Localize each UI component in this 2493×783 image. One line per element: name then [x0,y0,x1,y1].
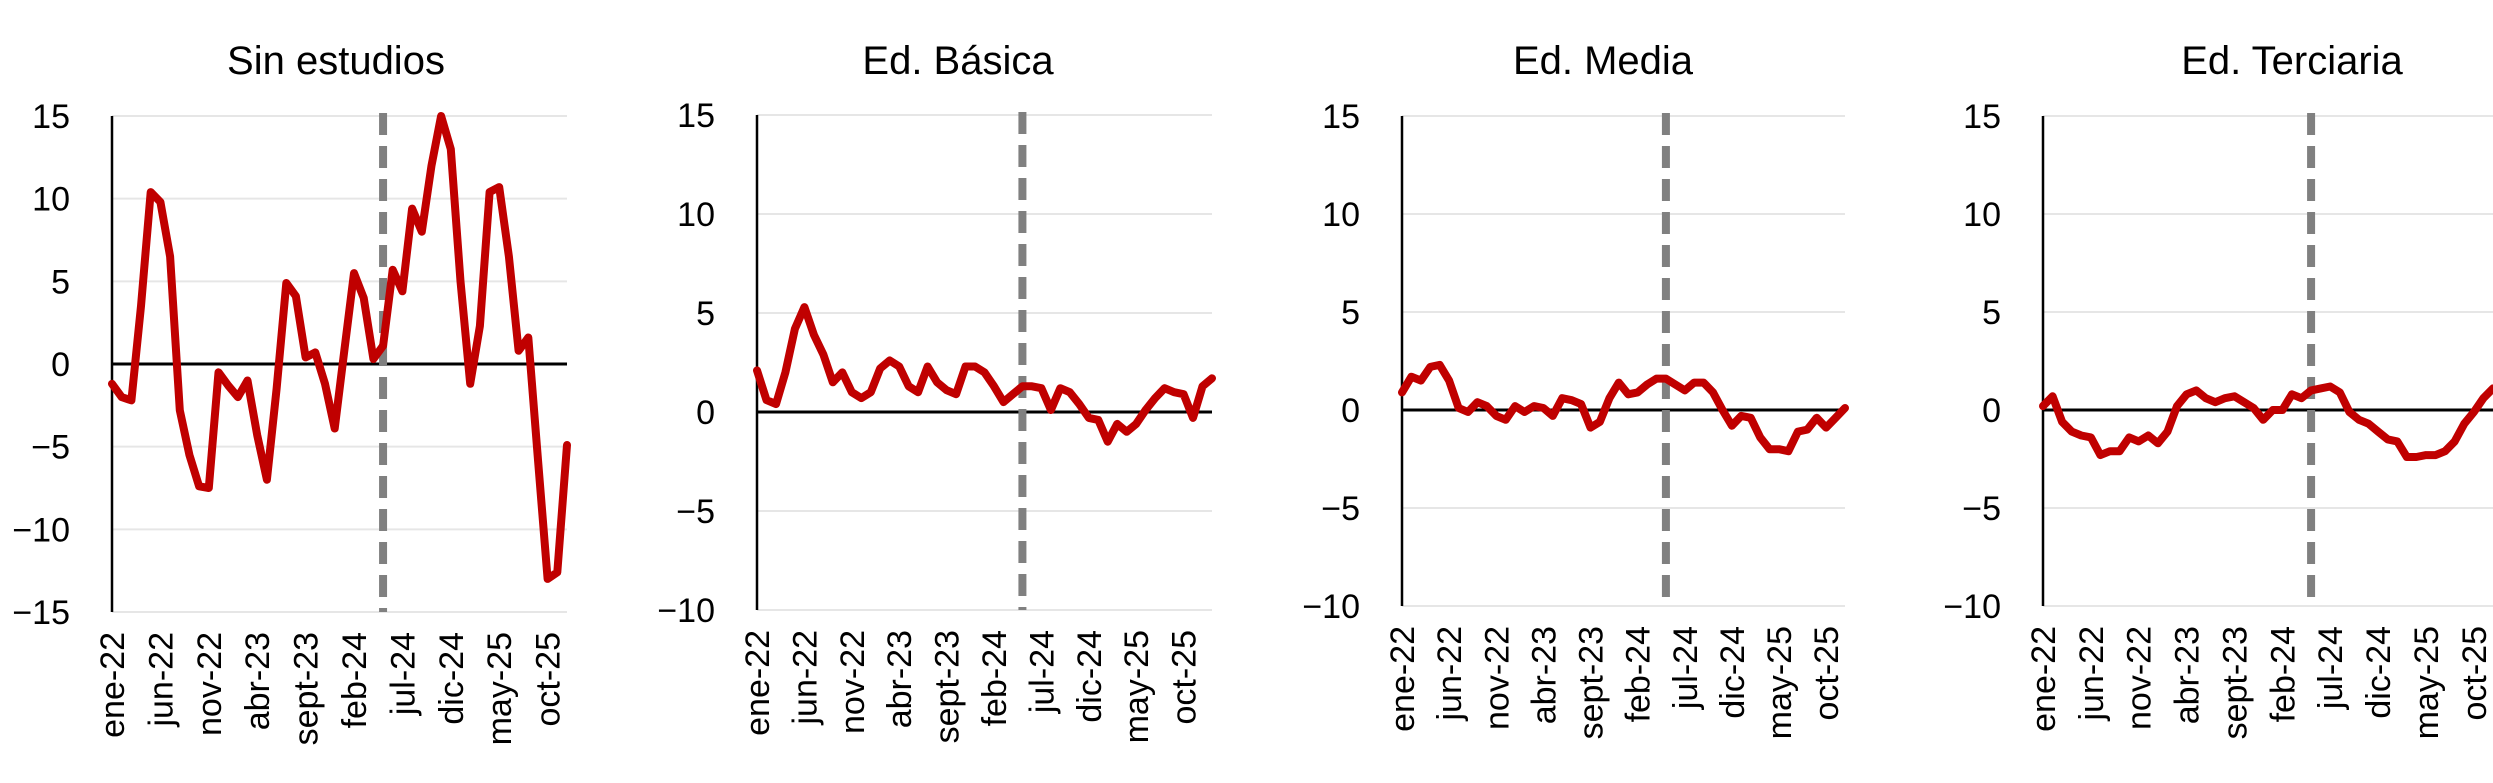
chart-panel-3: Ed. Media 15 10 5 0 −5 −10 ene-22 jun-22 nov-22 ab… [1302,39,1849,739]
y-tick-label: −10 [657,592,715,630]
y-tick-label: −5 [1962,490,2001,528]
y-tick-label: 5 [51,263,70,301]
y-tick-label: 10 [677,196,715,234]
x-tick-label: sept-23 [1573,626,1611,739]
y-tick-label: 0 [1341,392,1360,430]
x-tick-label: oct-25 [1166,630,1204,725]
x-tick-label: dic-24 [1714,626,1752,719]
x-tick-label: dic-24 [2360,626,2398,719]
chart-title: Ed. Básica [862,39,1054,83]
x-tick-label: ene-22 [2025,626,2063,732]
y-tick-label: 15 [1322,98,1360,136]
series-line [2039,382,2493,461]
x-tick-label: jul-24 [384,632,422,716]
x-tick-label: nov-22 [2121,626,2159,730]
y-tick-label: −5 [1321,490,1360,528]
x-tick-label: nov-22 [1478,626,1516,730]
x-tick-label: abr-23 [239,632,277,730]
x-tick-label: sept-23 [929,630,967,743]
x-tick-label: ene-22 [94,632,132,738]
x-tick-label: sept-23 [2216,626,2254,739]
chart-panel-1: Sin estudios 15 10 5 0 −5 −10 −15 ene-22 jun-22 no… [12,39,571,745]
y-tick-label: 0 [696,394,715,432]
chart-title: Ed. Terciaria [2181,39,2403,83]
y-tick-label: 5 [1982,294,2001,332]
x-tick-label: may-25 [481,632,519,745]
x-tick-label: nov-22 [834,630,872,734]
x-tick-label: oct-25 [1808,626,1846,721]
x-tick-label: abr-23 [1525,626,1563,724]
x-tick-label: may-25 [1761,626,1799,739]
y-tick-label: −10 [1943,588,2001,626]
x-tick-label: sept-23 [288,632,326,745]
x-tick-label: jul-24 [2312,626,2350,710]
y-tick-label: 10 [32,181,70,219]
x-tick-label: feb-24 [1620,626,1658,722]
series-line [1398,360,1849,456]
x-tick-label: ene-22 [1384,626,1422,732]
series-line [753,303,1216,446]
x-tick-label: jun-22 [2073,626,2111,722]
x-tick-label: nov-22 [191,632,229,736]
y-tick-label: 10 [1322,196,1360,234]
x-tick-label: abr-23 [2169,626,2207,724]
x-tick-label: feb-24 [2264,626,2302,722]
x-tick-label: jul-24 [1667,626,1705,710]
y-tick-label: −15 [12,594,70,632]
x-tick-label: jun-22 [1431,626,1469,722]
y-tick-label: 5 [1341,294,1360,332]
y-tick-label: 15 [677,97,715,135]
x-tick-label: jul-24 [1023,630,1061,714]
chart-title: Ed. Media [1513,39,1694,83]
x-tick-label: oct-25 [530,632,568,727]
y-tick-label: −5 [31,429,70,467]
chart-title: Sin estudios [227,39,445,83]
x-tick-label: abr-23 [881,630,919,728]
y-tick-label: −10 [1302,588,1360,626]
y-tick-label: −5 [676,493,715,531]
y-tick-label: 10 [1963,196,2001,234]
x-tick-label: jun-22 [142,632,180,728]
y-tick-label: 15 [1963,98,2001,136]
chart-panel-2: Ed. Básica 15 10 5 0 −5 −10 ene-22 jun-22 nov-22 a… [657,39,1216,743]
x-tick-label: ene-22 [739,630,777,736]
x-tick-label: dic-24 [433,632,471,725]
x-tick-label: oct-25 [2456,626,2493,721]
x-tick-label: may-25 [1118,630,1156,743]
x-tick-label: may-25 [2408,626,2446,739]
x-tick-label: feb-24 [976,630,1014,726]
y-tick-label: 0 [51,346,70,384]
x-tick-label: dic-24 [1071,630,1109,723]
y-tick-label: 15 [32,98,70,136]
x-tick-label: feb-24 [336,632,374,728]
y-tick-label: −10 [12,511,70,549]
y-tick-label: 5 [696,295,715,333]
series-line [108,112,571,583]
x-tick-label: jun-22 [786,630,824,726]
chart-panel-4: Ed. Terciaria 15 10 5 0 −5 −10 ene-22 jun-22 nov-… [1943,39,2493,739]
y-tick-label: 0 [1982,392,2001,430]
